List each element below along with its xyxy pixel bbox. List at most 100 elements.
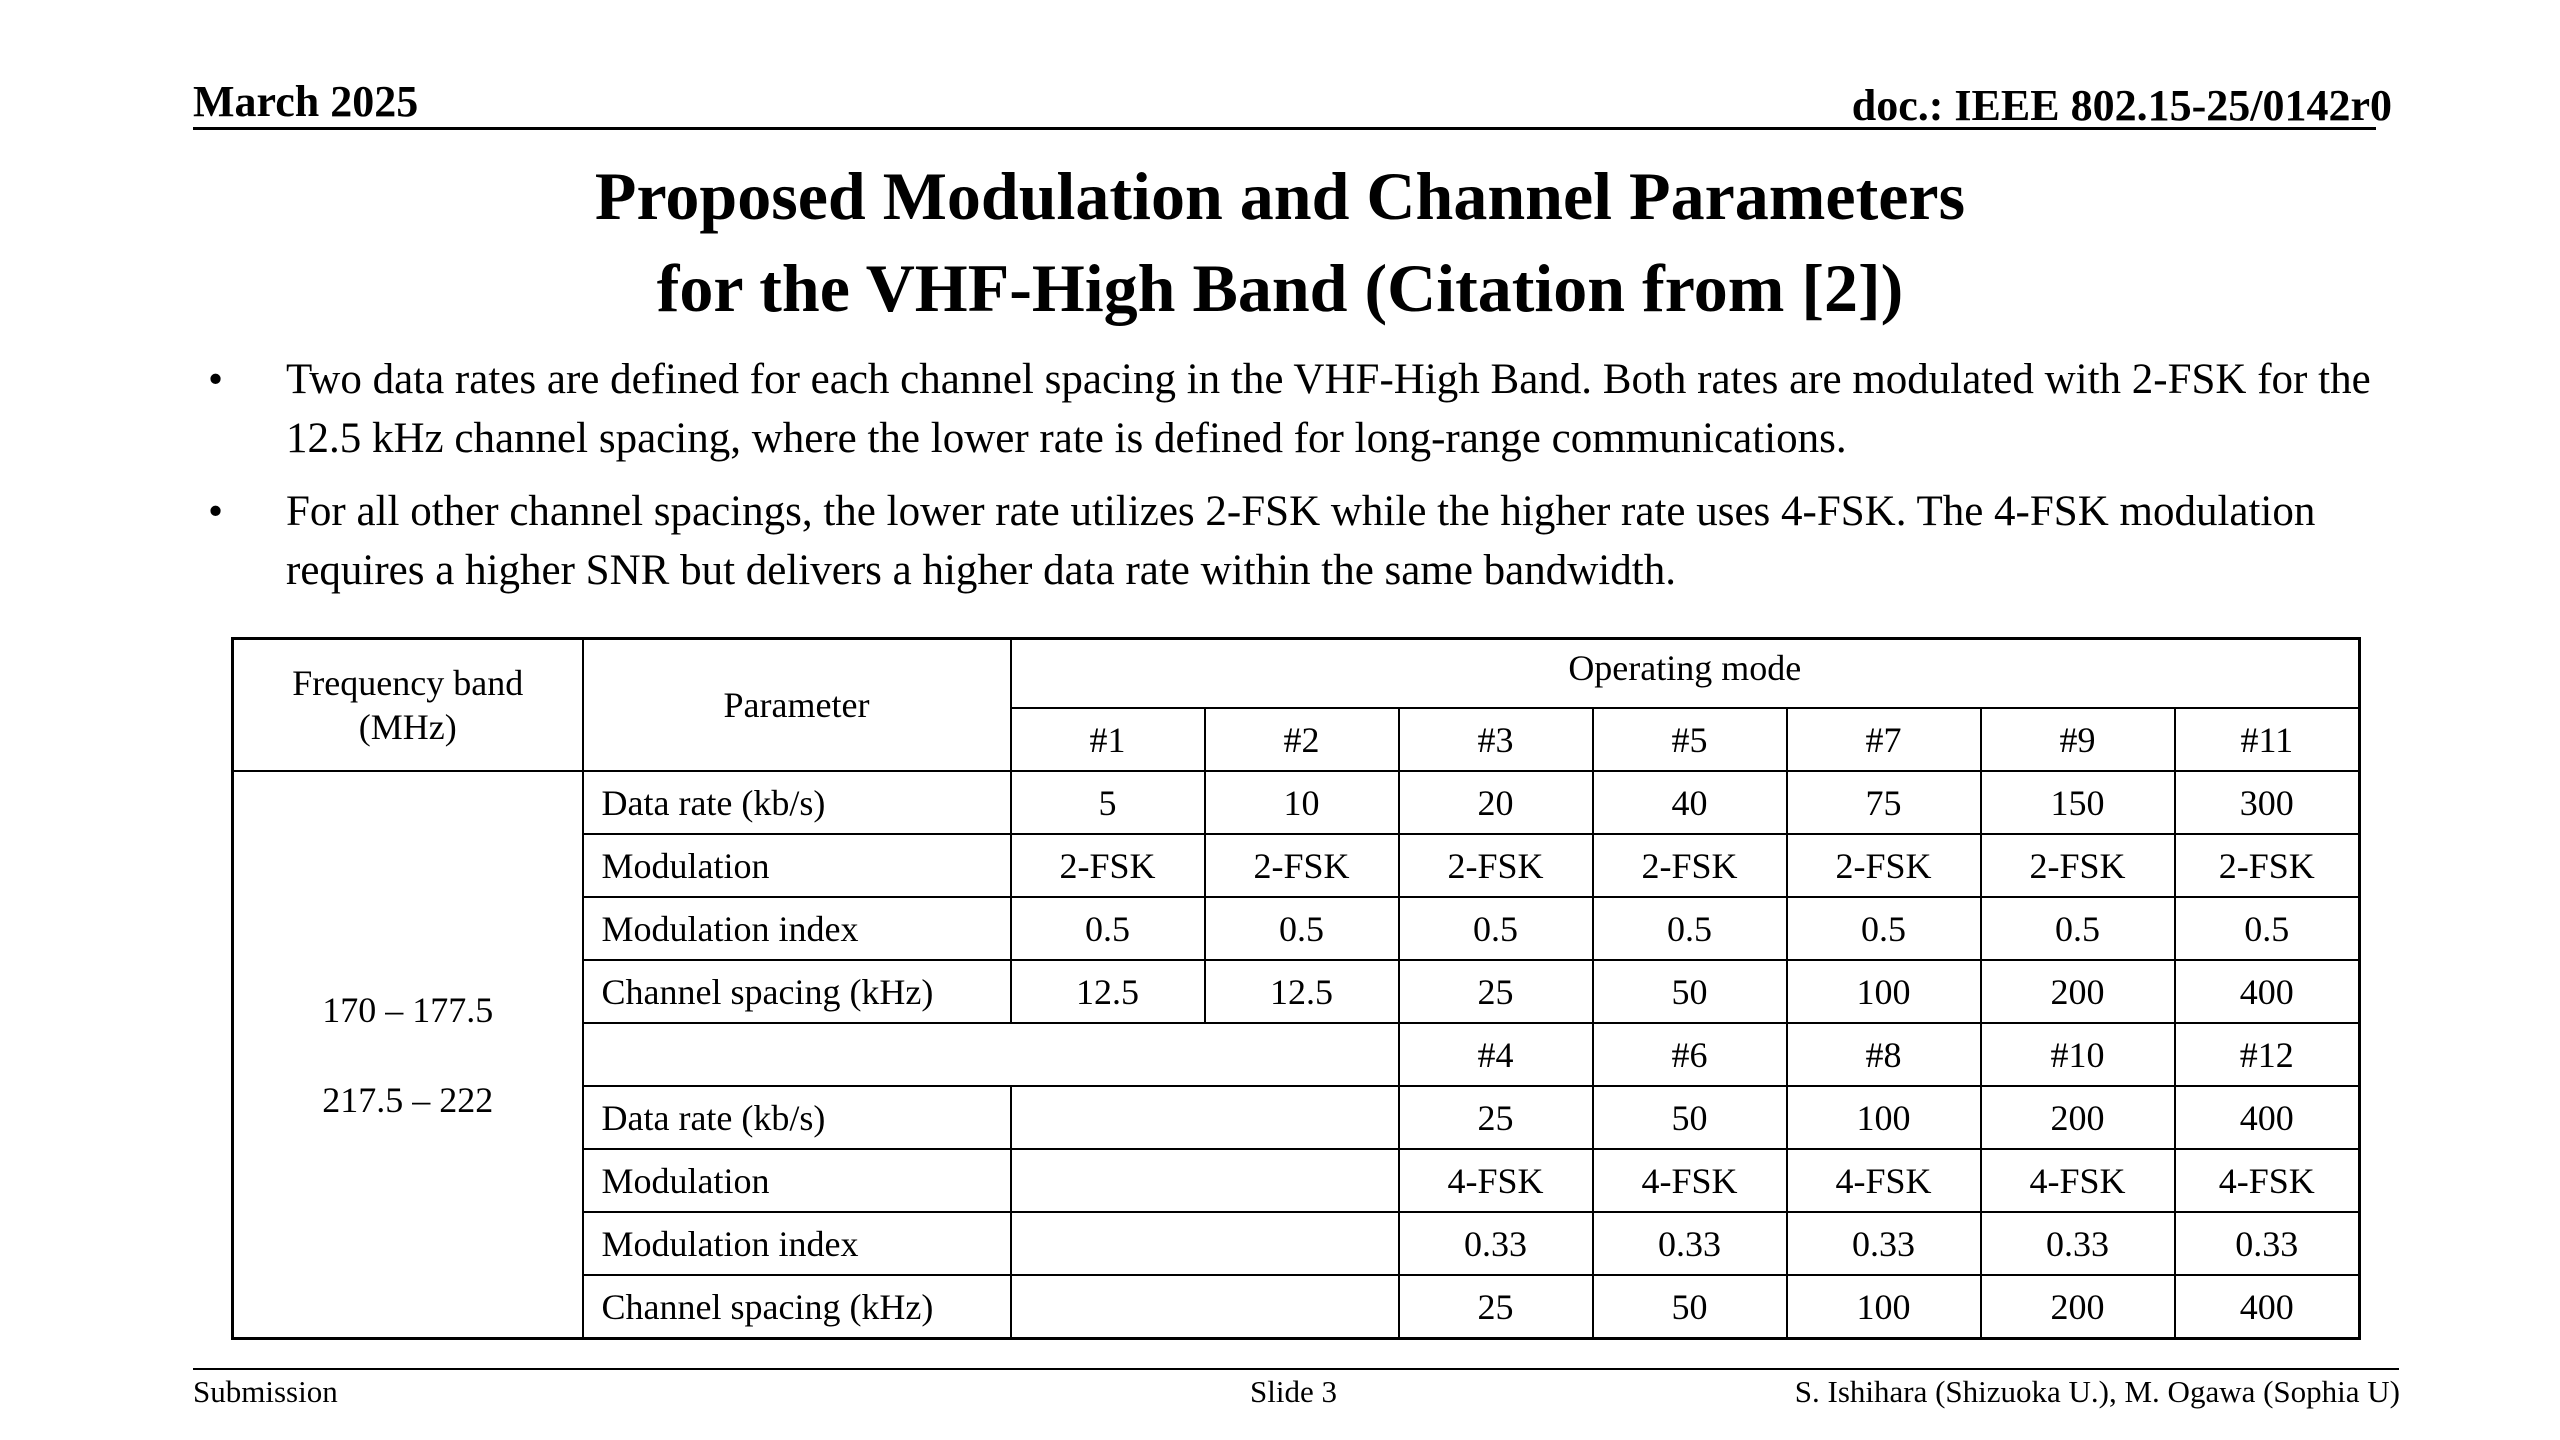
value-cell: 200 xyxy=(1979,1085,2176,1150)
value-cell: 0.33 xyxy=(1397,1211,1594,1276)
parameter-name: Channel spacing (kHz) xyxy=(581,959,1012,1024)
bullet-marker: • xyxy=(208,356,224,403)
header-mode-number: #7 xyxy=(1785,707,1982,772)
footer-submission: Submission xyxy=(193,1374,338,1409)
value-cell: 50 xyxy=(1591,1274,1788,1340)
parameter-table: Frequency band (MHz) Parameter Operating m… xyxy=(231,637,2362,1340)
value-cell: 4-FSK xyxy=(1397,1148,1594,1213)
value-cell: 2-FSK xyxy=(1591,833,1788,898)
bullet-marker: • xyxy=(208,488,224,535)
bullet-text: For all other channel spacings, the lowe… xyxy=(286,488,2316,594)
value-cell: 0.5 xyxy=(1979,896,2176,961)
value-cell: 0.33 xyxy=(2173,1211,2361,1276)
value-cell: 0.33 xyxy=(1591,1211,1788,1276)
value-cell: 150 xyxy=(1979,770,2176,835)
value-cell: 100 xyxy=(1785,959,1982,1024)
value-cell: 25 xyxy=(1397,1274,1594,1340)
value-cell: 0.33 xyxy=(1785,1211,1982,1276)
header-mode-number: #6 xyxy=(1591,1022,1788,1087)
footer-authors: S. Ishihara (Shizuoka U.), M. Ogawa (Sop… xyxy=(1794,1374,2400,1409)
table-row: Modulation 4-FSK 4-FSK 4-FSK 4-FSK 4-FSK xyxy=(233,1148,2361,1213)
value-cell: 0.5 xyxy=(1397,896,1594,961)
header-mode-number: #12 xyxy=(2173,1022,2361,1087)
slide-title-line-2: for the VHF-High Band (Citation from [2]… xyxy=(656,250,1904,326)
header-frequency-band: Frequency band (MHz) xyxy=(231,637,584,772)
table-row: Modulation 2-FSK 2-FSK 2-FSK 2-FSK 2-FSK 2-FSK… xyxy=(233,833,2361,898)
value-cell: 5 xyxy=(1009,770,1206,835)
header-operating-mode: Operating mode xyxy=(1009,637,2361,709)
empty-cell xyxy=(581,1022,1400,1087)
value-cell: 200 xyxy=(1979,959,2176,1024)
value-cell: 4-FSK xyxy=(1979,1148,2176,1213)
table-header-row: Frequency band (MHz) Parameter Operating m… xyxy=(231,637,2361,772)
table-subheader-row: #4 #6 #8 #10 #12 xyxy=(233,1022,2361,1087)
value-cell: 20 xyxy=(1397,770,1594,835)
value-cell: 10 xyxy=(1203,770,1400,835)
header-mode-number: #3 xyxy=(1397,707,1594,772)
value-cell: 25 xyxy=(1397,1085,1594,1150)
value-cell: 40 xyxy=(1591,770,1788,835)
header-date: March 2025 xyxy=(193,77,419,126)
header-mode-number: #11 xyxy=(2173,707,2361,772)
slide-title: Proposed Modulation and Channel Paramete… xyxy=(0,150,2560,334)
frequency-band-range-2: 217.5 – 222 xyxy=(322,1079,494,1120)
header-mode-number: #4 xyxy=(1397,1022,1594,1087)
table-row: Channel spacing (kHz) 12.5 12.5 25 50 100 200 4… xyxy=(233,959,2361,1024)
value-cell: 25 xyxy=(1397,959,1594,1024)
bullet-item: • For all other channel spacings, the lo… xyxy=(208,482,2398,600)
header-mode-number: #9 xyxy=(1979,707,2176,772)
footer-slide-number: Slide 3 xyxy=(1250,1374,1337,1409)
table-row: Modulation index 0.5 0.5 0.5 0.5 0.5 0.5 0.5 xyxy=(233,896,2361,961)
frequency-band-range-1: 170 – 177.5 xyxy=(322,989,494,1030)
value-cell: 2-FSK xyxy=(1203,833,1400,898)
value-cell: 300 xyxy=(2173,770,2361,835)
value-cell: 2-FSK xyxy=(1009,833,1206,898)
footer-divider xyxy=(193,1368,2399,1370)
value-cell: 0.5 xyxy=(2173,896,2361,961)
value-cell: 4-FSK xyxy=(1785,1148,1982,1213)
header-divider xyxy=(193,127,2376,130)
parameter-name: Data rate (kb/s) xyxy=(581,770,1012,835)
bullet-list: • Two data rates are defined for each ch… xyxy=(208,350,2398,614)
frequency-band-cell: 170 – 177.5 217.5 – 222 xyxy=(231,770,584,1340)
value-cell: 0.5 xyxy=(1203,896,1400,961)
value-cell: 0.33 xyxy=(1979,1211,2176,1276)
value-cell: 75 xyxy=(1785,770,1982,835)
table-row: Channel spacing (kHz) 25 50 100 200 400 xyxy=(233,1274,2361,1340)
value-cell: 4-FSK xyxy=(2173,1148,2361,1213)
table-row: Modulation index 0.33 0.33 0.33 0.33 0.33 xyxy=(233,1211,2361,1276)
value-cell: 400 xyxy=(2173,1274,2361,1340)
parameter-name: Channel spacing (kHz) xyxy=(581,1274,1012,1340)
bullet-item: • Two data rates are defined for each ch… xyxy=(208,350,2398,468)
value-cell: 100 xyxy=(1785,1085,1982,1150)
value-cell: 2-FSK xyxy=(2173,833,2361,898)
value-cell: 2-FSK xyxy=(1785,833,1982,898)
table-header-row: #1 #2 #3 #5 #7 #9 #11 xyxy=(233,707,2361,772)
value-cell: 50 xyxy=(1591,959,1788,1024)
bullet-text: Two data rates are defined for each chan… xyxy=(286,356,2371,462)
table-row: 170 – 177.5 217.5 – 222 Data rate (kb/s) 5 1… xyxy=(231,770,2361,1340)
header-parameter: Parameter xyxy=(581,637,1012,772)
value-cell: 400 xyxy=(2173,959,2361,1024)
value-cell: 2-FSK xyxy=(1979,833,2176,898)
header-mode-number: #2 xyxy=(1203,707,1400,772)
value-cell: 2-FSK xyxy=(1397,833,1594,898)
header-mode-number: #8 xyxy=(1785,1022,1982,1087)
parameter-name: Modulation index xyxy=(581,896,1012,961)
value-cell: 50 xyxy=(1591,1085,1788,1150)
value-cell: 12.5 xyxy=(1203,959,1400,1024)
header-mode-number: #5 xyxy=(1591,707,1788,772)
value-cell: 100 xyxy=(1785,1274,1982,1340)
empty-cell xyxy=(1009,1274,1400,1340)
empty-cell xyxy=(1009,1085,1400,1150)
value-cell: 12.5 xyxy=(1009,959,1206,1024)
header-mode-number: #10 xyxy=(1979,1022,2176,1087)
empty-cell xyxy=(1009,1148,1400,1213)
header-doc-id: doc.: IEEE 802.15-25/0142r0 xyxy=(1851,81,2392,130)
parameter-name: Modulation xyxy=(581,833,1012,898)
value-cell: 0.5 xyxy=(1591,896,1788,961)
value-cell: 4-FSK xyxy=(1591,1148,1788,1213)
header-mode-number: #1 xyxy=(1009,707,1206,772)
value-cell: 0.5 xyxy=(1785,896,1982,961)
parameter-name: Modulation xyxy=(581,1148,1012,1213)
